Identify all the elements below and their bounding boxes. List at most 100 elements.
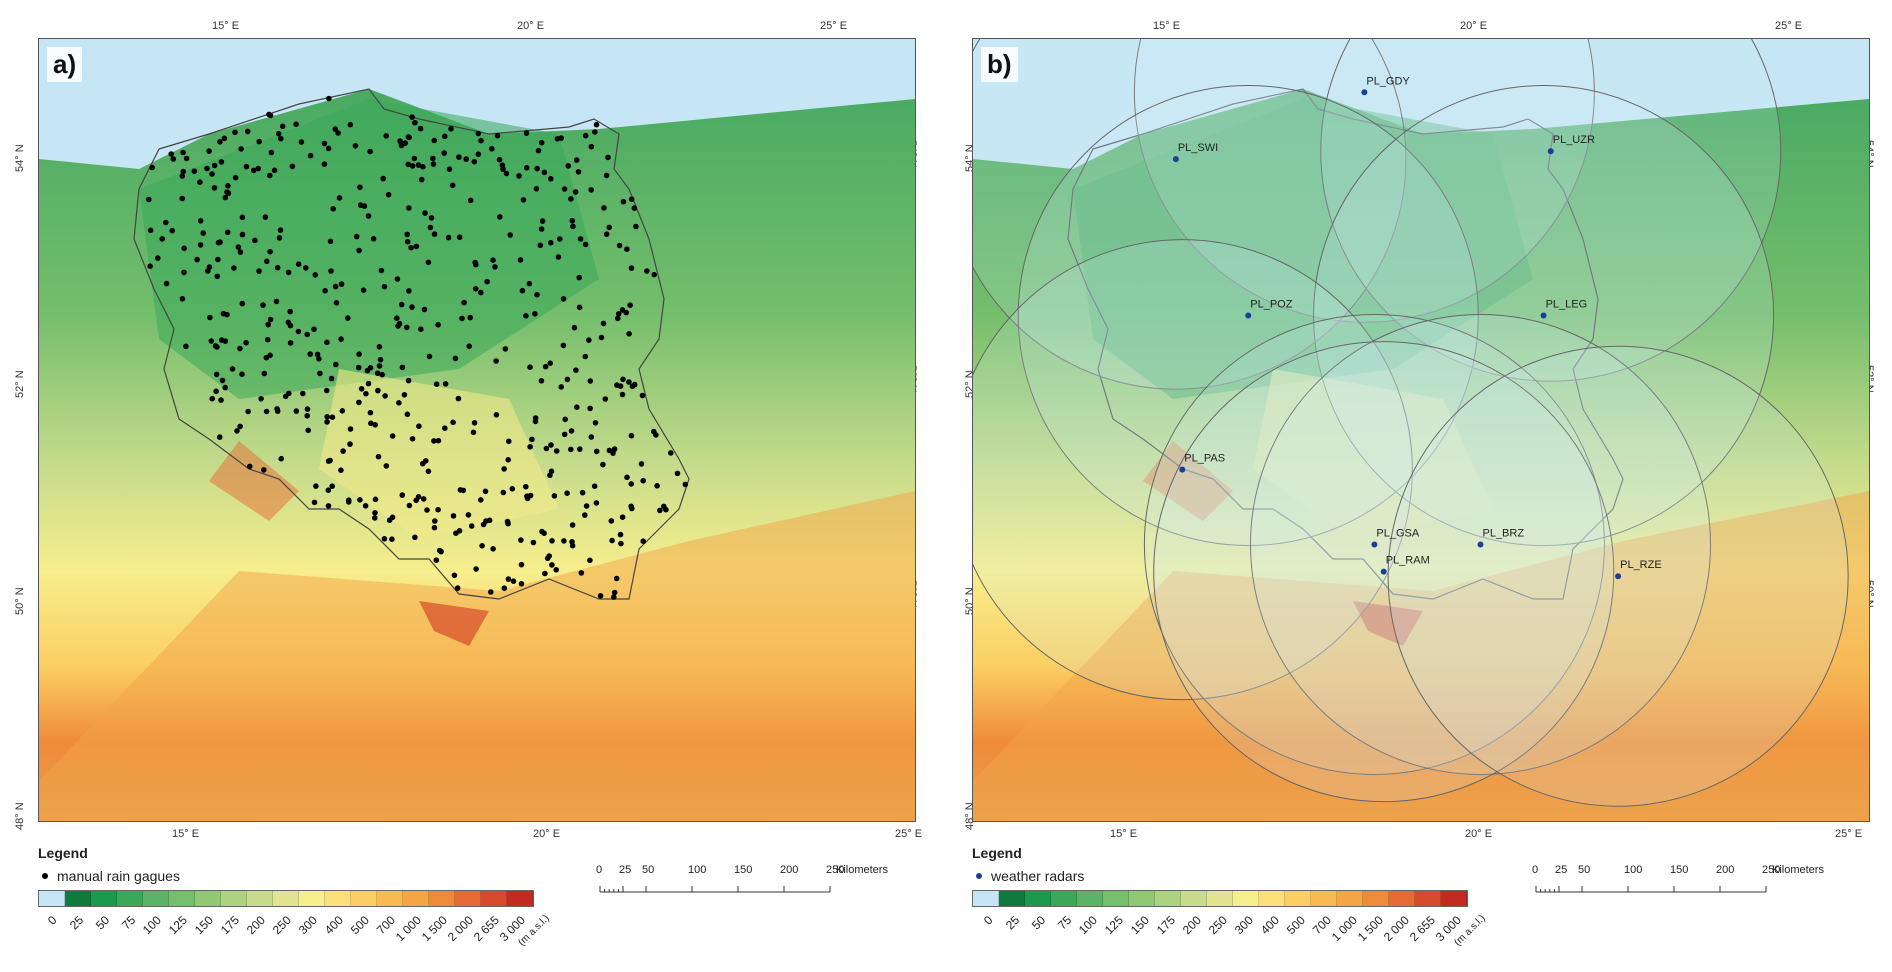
rain-gauge-dot	[218, 397, 224, 403]
colorbar-tick-label: 500	[347, 913, 372, 938]
rain-gauge-dot	[394, 315, 400, 322]
rain-gauge-dot	[490, 257, 496, 263]
rain-gauge-dot	[304, 331, 311, 338]
rain-gauge-dot	[465, 512, 472, 518]
rain-gauge-dot	[261, 467, 267, 473]
rain-gauge-dot	[431, 438, 437, 444]
rain-gauge-dot	[409, 114, 415, 120]
rain-gauge-dot	[180, 168, 186, 175]
rain-gauge-dot	[582, 241, 589, 248]
colorbar-swatch	[1233, 891, 1259, 906]
rain-gauge-dot	[243, 339, 249, 346]
colorbar-swatch	[1337, 891, 1363, 906]
colorbar-swatch	[39, 891, 65, 906]
rain-gauge-dot	[467, 314, 474, 321]
rain-gauge-dot	[451, 572, 458, 579]
rain-gauge-dot	[395, 323, 401, 329]
rain-gauge-dot	[527, 444, 533, 450]
rain-gauge-dot	[206, 148, 212, 154]
rain-gauge-dot	[347, 121, 354, 128]
colorbar-tick-label: 1 000	[1328, 913, 1360, 945]
rain-gauge-dot	[262, 214, 269, 220]
rain-gauge-dot	[325, 487, 332, 494]
rain-gauge-dot	[587, 378, 594, 384]
rain-gauge-dot	[644, 268, 650, 274]
rain-gauge-dot	[564, 490, 570, 497]
weather-radar-dot[interactable]	[1540, 312, 1547, 319]
rain-gauge-dot	[404, 411, 411, 418]
rain-gauge-dot	[287, 340, 294, 346]
rain-gauge-dot	[510, 578, 517, 584]
rain-gauge-dot	[478, 137, 484, 144]
colorbar-swatch	[351, 891, 377, 906]
weather-radar-dot[interactable]	[1547, 148, 1554, 155]
rain-gauge-dot	[367, 365, 374, 371]
rain-gauge-dot	[335, 130, 341, 136]
rain-gauge-dot	[602, 396, 609, 402]
weather-radar-dot[interactable]	[1179, 466, 1186, 473]
rain-gauge-dot	[232, 129, 238, 136]
panel-b: 15° E 20° E 25° E 54° N 52° N 50° N 48° …	[950, 0, 1892, 972]
rain-gauge-dot	[472, 286, 479, 292]
rain-gauge-dot	[608, 518, 615, 524]
rain-gauge-dot	[401, 392, 408, 398]
rain-gauge-dot	[237, 345, 243, 352]
rain-gauge-dot	[380, 175, 387, 182]
lon-tick-top: 20° E	[517, 20, 545, 32]
rain-gauge-dot	[638, 461, 645, 467]
weather-radar-dot[interactable]	[1380, 568, 1387, 575]
rain-gauge-dot	[285, 269, 292, 276]
rain-gauge-dot	[409, 304, 415, 310]
rain-gauge-dot	[317, 370, 323, 377]
weather-radar-dot[interactable]	[1172, 156, 1179, 163]
rain-gauge-dot	[239, 300, 246, 307]
rain-gauge-dot	[265, 321, 271, 328]
rain-gauge-dot	[360, 287, 367, 293]
radar-label: PL_RZE	[1620, 559, 1662, 571]
rain-gauge-dot	[243, 163, 250, 170]
rain-gauge-dot	[633, 223, 639, 230]
rain-gauge-dot	[168, 151, 174, 157]
rain-gauge-dot	[530, 539, 537, 546]
rain-gauge-dot	[220, 310, 227, 317]
weather-radar-dot[interactable]	[1371, 541, 1378, 548]
elevation-colorbar-a	[38, 890, 534, 907]
rain-gauge-dot	[179, 173, 186, 179]
rain-gauge-dot	[405, 161, 412, 168]
rain-gauge-dot	[624, 246, 630, 252]
rain-gauge-dot	[564, 376, 571, 383]
rain-gauge-dot	[238, 146, 244, 152]
rain-gauge-dot	[289, 163, 296, 170]
weather-radar-dot[interactable]	[1477, 541, 1484, 548]
map-b[interactable]: PL_GDY PL_SWI PL_UZR PL_POZ PL_LEG PL_PAS PL_G…	[972, 38, 1870, 822]
map-a[interactable]: a)	[38, 38, 916, 822]
rain-gauge-dot	[339, 408, 346, 414]
rain-gauge-dot	[261, 370, 268, 377]
rain-gauge-dot	[568, 428, 575, 434]
rain-gauge-dot	[433, 381, 440, 388]
lon-tick-top: 25° E	[820, 20, 848, 32]
scale-bar-a	[598, 878, 838, 903]
rain-gauge-dot	[313, 483, 319, 489]
weather-radar-dot[interactable]	[1361, 89, 1368, 96]
rain-gauge-dot	[615, 311, 622, 317]
rain-gauge-dot	[311, 499, 318, 506]
radar-label: PL_PAS	[1184, 453, 1225, 465]
rain-gauge-dot	[239, 371, 245, 378]
rain-gauge-dot	[293, 121, 299, 127]
rain-gauge-dot	[574, 404, 580, 411]
rain-gauge-dot	[433, 557, 440, 563]
weather-radar-dot[interactable]	[1245, 312, 1252, 319]
radar-label: PL_RAM	[1386, 555, 1430, 567]
rain-gauge-dot	[347, 441, 353, 447]
weather-radar-dot[interactable]	[1615, 573, 1622, 580]
colorbar-swatch	[325, 891, 351, 906]
rain-gauge-dot	[256, 138, 262, 145]
rain-gauge-dot	[523, 165, 530, 171]
radar-label: PL_SWI	[1178, 142, 1218, 154]
rain-gauge-dot	[404, 231, 411, 238]
rain-gauge-dot	[640, 538, 646, 544]
rain-gauge-dot	[264, 336, 271, 343]
colorbar-swatch	[299, 891, 325, 906]
rain-gauge-dot	[307, 351, 314, 357]
